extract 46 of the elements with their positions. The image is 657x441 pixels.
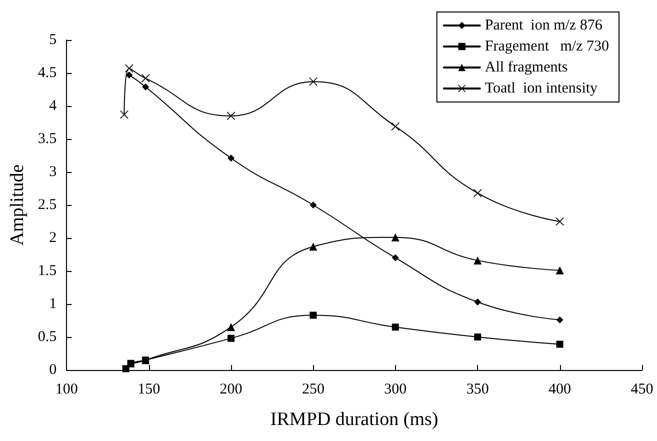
y-tick-label: 1.5 [38, 263, 57, 279]
point [474, 189, 482, 198]
y-tick-label: 2 [49, 230, 57, 246]
point [310, 202, 317, 208]
point [309, 242, 318, 251]
point [556, 316, 564, 324]
point [227, 112, 236, 120]
x-tick-label: 300 [384, 382, 407, 398]
x-tick-label: 100 [55, 382, 78, 398]
y-tick-label: 5 [49, 32, 57, 48]
x-tick-label: 350 [466, 382, 489, 398]
y-tick-label: 0 [49, 362, 57, 378]
point [126, 71, 133, 78]
point [142, 83, 150, 90]
y-tick-label: 4 [49, 98, 58, 114]
point [228, 334, 235, 342]
y-tick-label: 3.5 [38, 131, 57, 147]
point [392, 324, 399, 331]
legend-label: Toatl ion intensity [484, 80, 598, 96]
point [391, 122, 400, 130]
x-tick-label: 450 [630, 382, 654, 398]
point [392, 254, 399, 262]
point [474, 298, 482, 306]
y-axis-title: Amplitude [7, 164, 28, 246]
point [125, 64, 134, 72]
legend-label: Fragement m/z 730 [484, 38, 609, 54]
point [474, 334, 482, 340]
y-tick-label: 1 [49, 296, 57, 312]
x-tick-label: 250 [302, 382, 324, 398]
point [228, 154, 235, 162]
legend-label: Parent ion m/z 876 [484, 18, 603, 34]
y-tick-label: 3 [49, 164, 57, 180]
point [556, 340, 564, 348]
point [227, 323, 236, 332]
y-tick-label: 4.5 [38, 65, 57, 81]
y-tick-label: 2.5 [38, 197, 57, 213]
point [391, 233, 400, 242]
legend-label: All fragments [484, 60, 568, 76]
x-axis-title: IRMPD duration (ms) [270, 409, 438, 430]
point [556, 266, 564, 274]
x-tick-label: 150 [138, 382, 160, 398]
point [474, 256, 482, 264]
y-tick-label: 0.5 [38, 329, 57, 345]
point [310, 312, 317, 319]
x-tick-label: 200 [220, 382, 242, 398]
x-tick-label: 400 [548, 382, 572, 398]
